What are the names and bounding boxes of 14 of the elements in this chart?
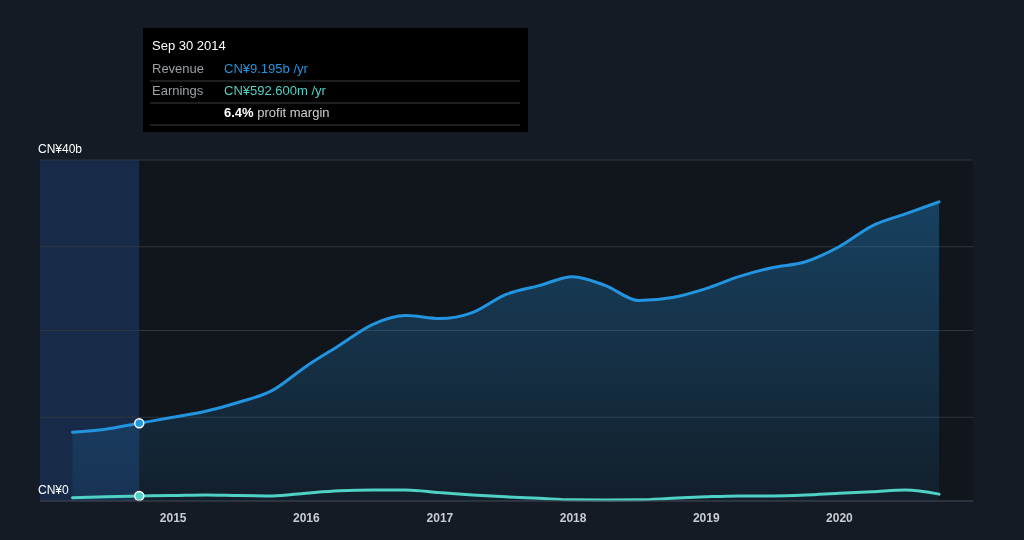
x-tick-label: 2017: [426, 511, 454, 525]
x-tick-label: 2015: [159, 511, 187, 525]
x-tick-label: 2016: [293, 511, 321, 525]
x-tick-label: 2020: [826, 511, 854, 525]
x-tick-label: 2018: [559, 511, 587, 525]
text: Sep 30 2014: [152, 38, 226, 53]
text: 6.4% profit margin: [224, 105, 330, 120]
x-tick-label: 2019: [692, 511, 720, 525]
text: Revenue: [152, 61, 205, 76]
ref-line-label: CN¥0: [38, 483, 70, 497]
text: CN¥592.600m /yr: [224, 83, 327, 98]
text: Earnings: [152, 83, 204, 98]
text: CN¥9.195b /yr: [224, 61, 309, 76]
ref-line-label: CN¥40b: [38, 142, 83, 156]
